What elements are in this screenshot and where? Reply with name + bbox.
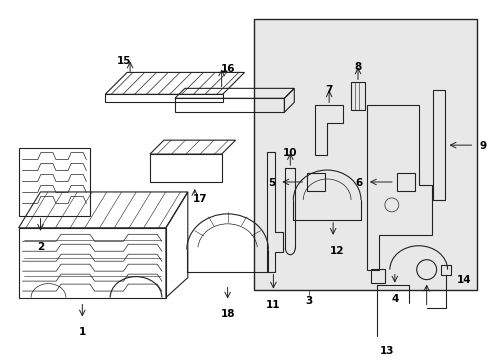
Bar: [432, 90, 444, 200]
Text: 8: 8: [354, 62, 361, 72]
Text: 14: 14: [456, 275, 470, 285]
Text: 4: 4: [390, 293, 398, 303]
Bar: [306, 173, 325, 191]
Text: 6: 6: [355, 178, 362, 188]
Text: 11: 11: [265, 300, 280, 310]
Text: 16: 16: [220, 64, 234, 75]
Bar: [396, 173, 414, 191]
Text: 2: 2: [37, 242, 44, 252]
Text: 7: 7: [325, 85, 332, 95]
Text: 10: 10: [283, 148, 297, 158]
Bar: [370, 269, 384, 283]
Bar: [440, 265, 449, 275]
Bar: [350, 82, 364, 110]
Text: 9: 9: [478, 141, 486, 151]
Text: 18: 18: [220, 310, 234, 319]
Bar: [254, 19, 476, 289]
Text: 13: 13: [379, 346, 393, 356]
Text: 17: 17: [192, 194, 206, 204]
Text: 15: 15: [117, 57, 131, 67]
Text: 1: 1: [79, 328, 86, 337]
Text: 5: 5: [267, 178, 275, 188]
Text: 12: 12: [329, 246, 344, 256]
Text: 3: 3: [305, 296, 312, 306]
